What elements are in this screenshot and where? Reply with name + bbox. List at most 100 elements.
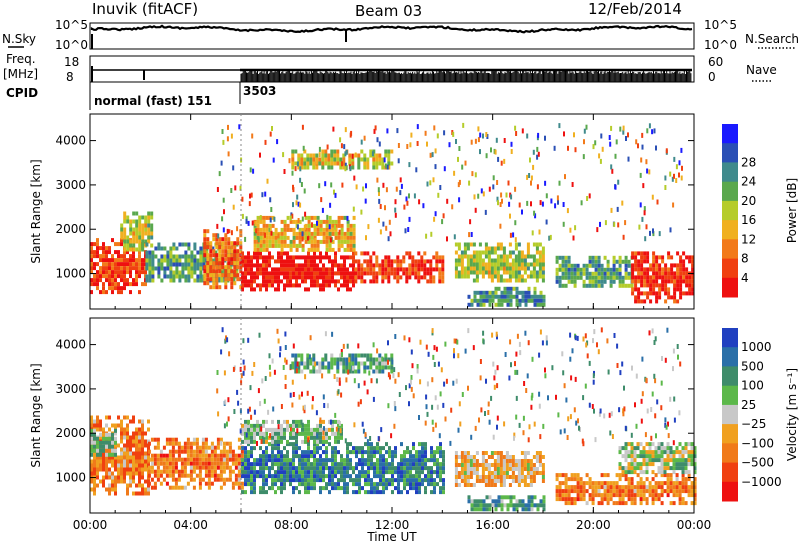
velocity-region: [555, 473, 697, 506]
colorbar-tick-label: 28: [741, 155, 756, 169]
nave-tick-bottom: 0: [708, 70, 716, 84]
colorbar-swatch: [722, 404, 738, 425]
cpid-segment-1: normal (fast) 151: [94, 94, 212, 108]
power-region: [120, 211, 154, 252]
velocity-region: [618, 442, 697, 475]
colorbar-tick-label: 16: [741, 213, 756, 227]
power-scatter: [216, 122, 683, 243]
colorbar-tick-label: 20: [741, 194, 756, 208]
colorbar-swatch: [722, 481, 738, 502]
power-panel: 1000 2000 3000 4000 Slant Range [km] 4 8 12 16 20…: [29, 113, 799, 310]
colorbar-swatch: [722, 347, 738, 367]
colorbar-tick-label: 1000: [741, 340, 772, 354]
velocity-region: [467, 495, 546, 512]
power-region: [454, 242, 545, 283]
x-tick-label: 16:00: [475, 518, 510, 532]
colorbar-swatch: [722, 143, 738, 163]
y-tick-label: 3000: [55, 178, 86, 192]
power-region: [203, 229, 243, 290]
power-colorbar: 4 8 12 16 20 24 28 Power [dB]: [722, 124, 799, 298]
nsearch-tick-top: 10^5: [704, 18, 737, 32]
colorbar-label: Velocity [m s⁻¹]: [785, 368, 799, 461]
colorbar-tick-label: 100: [741, 379, 764, 393]
cpid-strip: CPID normal (fast) 151 3503: [6, 82, 276, 110]
velocity-cells: [90, 353, 697, 512]
velocity-scatter: [216, 327, 682, 447]
colorbar-swatch: [722, 258, 738, 279]
y-tick-label: 1000: [55, 267, 86, 281]
power-cells: [90, 149, 695, 307]
velocity-panel: 00:00 04:00 08:00 12:00 16:00 20:00 00:00 1000 2…: [29, 317, 799, 544]
x-tick-label: 00:00: [73, 518, 108, 532]
cpid-label: CPID: [6, 86, 38, 100]
colorbar-swatch: [722, 181, 738, 202]
colorbar-swatch: [722, 385, 738, 406]
colorbar-tick-label: −500: [741, 456, 774, 470]
power-region: [253, 215, 356, 252]
colorbar-tick-label: 25: [741, 398, 756, 412]
cpid-segment-2: 3503: [243, 84, 276, 98]
velocity-region: [241, 442, 445, 495]
freq-unit-label: [MHz]: [3, 67, 38, 81]
velocity-region: [90, 428, 117, 457]
colorbar-swatch: [722, 220, 738, 240]
nsky-tick-bottom: 10^0: [55, 38, 88, 52]
nsky-tick-top: 10^5: [55, 18, 88, 32]
y-axis-label: Slant Range [km]: [29, 363, 43, 467]
y-tick-label: 4000: [55, 134, 86, 148]
colorbar-swatch: [722, 277, 738, 298]
y-tick-label: 4000: [55, 338, 86, 352]
velocity-region: [454, 451, 545, 487]
colorbar-tick-label: 12: [741, 232, 756, 246]
y-tick-label: 1000: [55, 471, 86, 485]
velocity-region: [90, 415, 150, 496]
y-tick-label: 2000: [55, 222, 86, 236]
colorbar-swatch: [722, 366, 738, 387]
colorbar-swatch: [722, 239, 738, 259]
velocity-region: [147, 437, 244, 490]
date-title: 12/Feb/2014: [588, 0, 682, 18]
power-region: [555, 255, 634, 288]
x-tick-label: 08:00: [274, 518, 309, 532]
colorbar-label: Power [dB]: [785, 178, 799, 243]
station-title: Inuvik (fitACF): [92, 0, 198, 18]
y-tick-label: 3000: [55, 382, 86, 396]
colorbar-swatch: [722, 443, 738, 463]
colorbar-tick-label: 8: [741, 252, 749, 266]
velocity-region: [241, 419, 343, 444]
power-region: [241, 251, 355, 292]
y-tick-label: 2000: [55, 426, 86, 440]
colorbar-tick-label: −1000: [741, 475, 782, 489]
nave-bars: [240, 68, 692, 82]
power-region: [291, 149, 394, 170]
nsearch-label: N.Search: [745, 32, 799, 46]
freq-strip: Freq. [MHz] 18 8 60 0 Nave: [3, 52, 777, 84]
nsky-trace: [90, 24, 693, 34]
power-region: [467, 286, 546, 307]
colorbar-swatch: [722, 200, 738, 221]
freq-tick-bottom: 8: [66, 70, 74, 84]
nsky-strip: N.Sky 10^5 10^0 10^5 10^0 N.Search: [2, 18, 799, 52]
x-tick-label: 00:00: [677, 518, 712, 532]
nsearch-tick-bottom: 10^0: [704, 38, 737, 52]
x-tick-label: 12:00: [375, 518, 410, 532]
x-axis-label: Time UT: [366, 530, 417, 544]
freq-label: Freq.: [6, 52, 36, 66]
colorbar-tick-label: 24: [741, 175, 756, 189]
colorbar-swatch: [722, 424, 738, 444]
x-tick-label: 04:00: [173, 518, 208, 532]
nave-label: Nave: [746, 63, 777, 77]
power-region: [354, 251, 445, 284]
colorbar-tick-label: −25: [741, 417, 766, 431]
nave-tick-top: 60: [708, 55, 723, 69]
colorbar-swatch: [722, 462, 738, 483]
x-tick-label: 20:00: [576, 518, 611, 532]
freq-tick-top: 18: [64, 55, 79, 69]
colorbar-swatch: [722, 328, 738, 348]
nsky-label: N.Sky: [2, 32, 36, 46]
colorbar-tick-label: −100: [741, 436, 774, 450]
colorbar-swatch: [722, 124, 738, 144]
y-axis-label: Slant Range [km]: [29, 159, 43, 263]
